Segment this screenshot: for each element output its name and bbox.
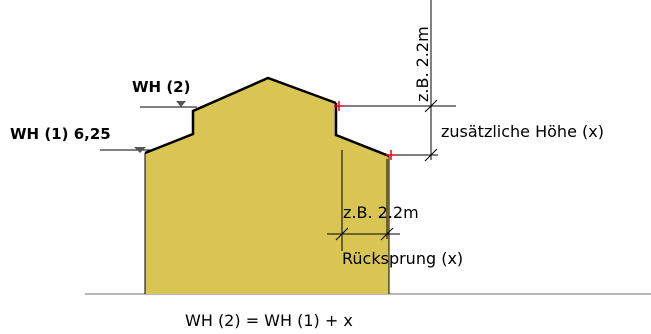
wh1-marker-icon <box>134 147 146 153</box>
setback-left-tick <box>335 227 349 241</box>
roof-outline <box>144 76 337 155</box>
upper-cross-marker <box>334 101 344 111</box>
setback-right-tick <box>380 227 394 241</box>
wh1-label: WH (1) 6,25 <box>10 125 111 143</box>
lower-cross-marker <box>386 150 396 160</box>
setback-label: Rücksprung (x) <box>342 249 463 268</box>
lower-dimension-tick <box>424 148 438 162</box>
formula-label: WH (2) = WH (1) + x <box>185 311 353 330</box>
additional-height-label: zusätzliche Höhe (x) <box>441 122 604 141</box>
roof-height-example-label: z.B. 2.2m <box>413 26 432 102</box>
building-silhouette <box>145 78 389 294</box>
roof-step-outline <box>334 103 390 158</box>
setback-example-label: z.B. 2.2m <box>343 203 419 222</box>
wh2-label: WH (2) <box>132 78 190 96</box>
upper-dimension-tick <box>424 99 438 113</box>
wh2-marker-icon <box>176 101 186 107</box>
